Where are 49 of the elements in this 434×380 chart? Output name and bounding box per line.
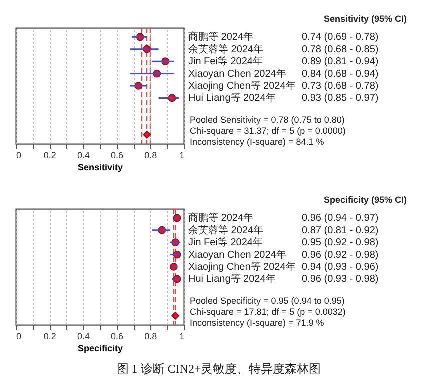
y-tick-label: Hui Liang等 2024年 — [188, 273, 276, 286]
data-label: 0.73 (0.68 - 0.78) — [302, 81, 379, 92]
x-tick-label: 0.2 — [44, 150, 56, 160]
data-label: 0.74 (0.69 - 0.78) — [302, 32, 379, 44]
data-label: 0.96 (0.94 - 0.97) — [302, 213, 379, 224]
text: Chi-square = 31.37; df = 5 (p = 0.0000) — [190, 126, 346, 136]
x-tick-label: 0.2 — [44, 332, 56, 342]
text: Inconsistency (I-square) = 84.1 % — [190, 137, 324, 147]
data-label: 0.96 (0.92 - 0.98) — [302, 250, 379, 261]
data-label: 0.87 (0.81 - 0.92) — [302, 225, 379, 236]
text: Pooled Specificity = 0.95 (0.94 to 0.95) — [190, 296, 345, 306]
text: Pooled Sensitivity = 0.78 (0.75 to 0.80) — [190, 115, 345, 125]
y-tick-label: Jin Fei等 2024年 — [188, 236, 263, 249]
y-tick-label: Xiaoyan Chen 2024年 — [188, 248, 286, 261]
y-tick-label: 余芙蓉等 2024年 — [188, 224, 264, 236]
y-tick-label: 商鹏等 2024年 — [188, 212, 254, 224]
y-tick-label: Hui Liang等 2024年 — [188, 92, 276, 104]
x-axis-title: Specificity — [78, 344, 124, 354]
caption: 图 1 诊断 CIN2+灵敏度、特异度森林图 — [116, 362, 322, 376]
data-label: 0.94 (0.93 - 0.96) — [302, 262, 379, 273]
x-tick-label: 0.6 — [111, 150, 124, 160]
x-tick-label: 0 — [16, 150, 22, 160]
x-tick-label: 0.4 — [77, 332, 90, 342]
data-label: 0.78 (0.68 - 0.85) — [302, 44, 379, 56]
data-label: 0.96 (0.93 - 0.98) — [302, 274, 379, 286]
x-tick-label: 1 — [179, 332, 184, 342]
y-tick-label: 商鹏等 2024年 — [188, 31, 254, 44]
data-label: 0.93 (0.85 - 0.97) — [302, 93, 379, 104]
text: Specificity (95% CI) — [324, 195, 408, 205]
text: Chi-square = 17.81; df = 5 (p = 0.0032) — [190, 307, 346, 317]
point — [172, 312, 180, 320]
x-axis-title: Sensitivity — [78, 162, 124, 172]
y-tick-label: Xiaoyan Chen 2024年 — [188, 68, 286, 80]
x-tick-label: 0 — [16, 332, 22, 342]
data-label: 0.89 (0.81 - 0.94) — [302, 56, 379, 68]
y-tick-label: Xiaojing Chen等 2024年 — [188, 261, 296, 273]
y-tick-label: Jin Fei等 2024年 — [188, 56, 263, 68]
x-tick-label: 0.8 — [144, 150, 158, 160]
y-tick-label: 余芙蓉等 2024年 — [188, 43, 264, 56]
x-tick-label: 0.4 — [77, 150, 90, 160]
point — [143, 130, 151, 139]
x-tick-label: 0.6 — [111, 332, 124, 342]
data-label: 0.95 (0.92 - 0.98) — [302, 238, 379, 249]
text: Sensitivity (95% CI) — [324, 14, 408, 24]
y-tick-label: Xiaojing Chen等 2024年 — [188, 80, 296, 92]
data-label: 0.84 (0.68 - 0.94) — [302, 68, 379, 80]
x-tick-label: 0.8 — [144, 332, 158, 342]
text: Inconsistency (I-square) = 71.9 % — [190, 318, 324, 328]
x-tick-label: 1 — [179, 150, 184, 160]
